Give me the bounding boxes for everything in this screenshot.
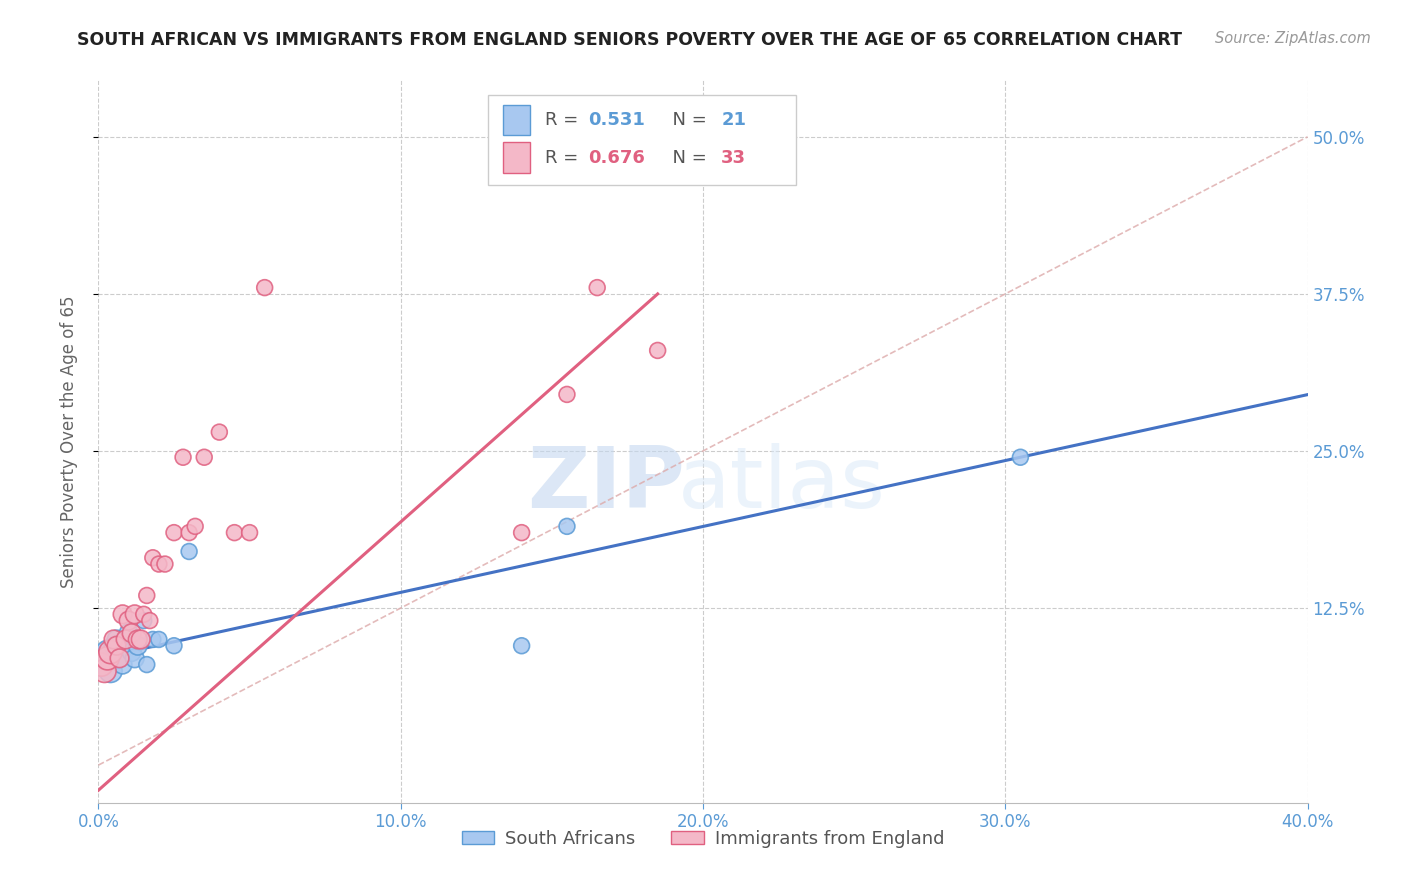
Text: 33: 33 <box>721 149 747 167</box>
Point <box>96 651 118 665</box>
Point <box>139 614 162 628</box>
Point <box>142 550 165 565</box>
Y-axis label: Seniors Poverty Over the Age of 65: Seniors Poverty Over the Age of 65 <box>59 295 77 588</box>
Point <box>118 614 141 628</box>
Point <box>132 614 155 628</box>
Point <box>111 657 134 672</box>
Text: Source: ZipAtlas.com: Source: ZipAtlas.com <box>1215 31 1371 46</box>
Point <box>111 607 134 622</box>
Point <box>179 525 201 540</box>
Point <box>163 525 186 540</box>
Point <box>96 645 118 659</box>
Point <box>135 589 157 603</box>
Text: 21: 21 <box>721 111 747 129</box>
Point <box>1010 450 1032 465</box>
Point <box>121 626 143 640</box>
Text: 0.676: 0.676 <box>588 149 645 167</box>
Point <box>93 664 115 678</box>
Text: atlas: atlas <box>678 443 886 526</box>
Text: ZIP: ZIP <box>527 443 685 526</box>
Text: R =: R = <box>544 111 583 129</box>
Point <box>90 657 112 672</box>
Point <box>121 645 143 659</box>
Point <box>179 544 201 558</box>
Point <box>114 639 136 653</box>
Point <box>142 632 165 647</box>
Point <box>100 664 122 678</box>
Point <box>105 632 128 647</box>
Point <box>118 626 141 640</box>
Legend: South Africans, Immigrants from England: South Africans, Immigrants from England <box>454 822 952 855</box>
Bar <box>503 143 530 173</box>
Point <box>148 632 170 647</box>
Point <box>103 639 125 653</box>
Point <box>105 639 128 653</box>
Point <box>108 651 131 665</box>
Text: 0.531: 0.531 <box>588 111 645 129</box>
Point <box>555 387 578 401</box>
Point <box>127 639 149 653</box>
Point <box>93 651 115 665</box>
Point <box>148 557 170 571</box>
Point <box>647 343 669 358</box>
Text: N =: N = <box>661 149 713 167</box>
Point <box>124 607 146 622</box>
Point <box>127 632 149 647</box>
Point <box>132 607 155 622</box>
Point <box>103 632 125 647</box>
Point <box>184 519 207 533</box>
Point <box>224 525 246 540</box>
Point <box>124 651 146 665</box>
FancyBboxPatch shape <box>488 95 796 185</box>
Point <box>108 651 131 665</box>
Point <box>208 425 231 439</box>
Point <box>114 632 136 647</box>
Point <box>172 450 194 465</box>
Point <box>163 639 186 653</box>
Point <box>586 280 609 294</box>
Point <box>129 632 152 647</box>
Point <box>253 280 276 294</box>
Point <box>555 519 578 533</box>
Bar <box>503 105 530 136</box>
Point <box>135 657 157 672</box>
Point <box>100 645 122 659</box>
Point <box>153 557 176 571</box>
Point <box>510 525 533 540</box>
Text: SOUTH AFRICAN VS IMMIGRANTS FROM ENGLAND SENIORS POVERTY OVER THE AGE OF 65 CORR: SOUTH AFRICAN VS IMMIGRANTS FROM ENGLAND… <box>77 31 1182 49</box>
Point <box>510 639 533 653</box>
Text: N =: N = <box>661 111 713 129</box>
Point <box>193 450 215 465</box>
Text: R =: R = <box>544 149 583 167</box>
Point <box>239 525 262 540</box>
